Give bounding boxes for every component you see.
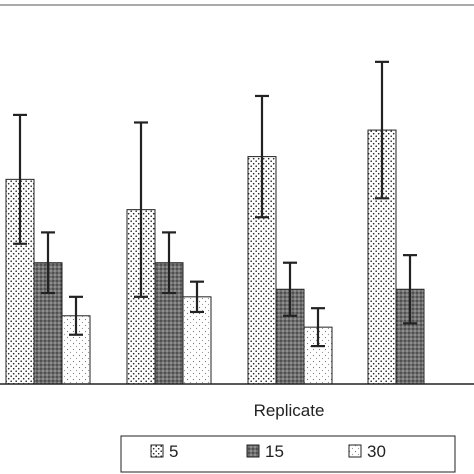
error-bar-series-5-group-1 — [13, 113, 27, 245]
error-bar-series-15-group-2 — [162, 231, 176, 295]
error-bar-series-30-group-3 — [311, 307, 325, 348]
error-bar-series-30-group-1 — [69, 295, 83, 336]
legend-swatch-15 — [246, 444, 260, 458]
error-bar-series-15-group-3 — [283, 261, 297, 317]
legend-label-30: 30 — [367, 442, 386, 461]
legend-label-5: 5 — [169, 442, 178, 461]
error-bar-series-15-group-1 — [41, 231, 55, 295]
error-bar-series-5-group-2 — [134, 121, 148, 298]
error-bar-series-30-group-2 — [190, 280, 204, 314]
legend-frame — [120, 435, 456, 473]
legend-label-15: 15 — [265, 442, 284, 461]
legend-swatch-30 — [348, 444, 362, 458]
legend: 5 15 30 — [120, 435, 456, 473]
x-axis-label: Replicate — [254, 401, 325, 420]
error-bar-series-5-group-3 — [255, 94, 269, 219]
error-bar-series-15-group-4 — [403, 254, 417, 325]
bars-layer — [5, 60, 425, 385]
error-bar-series-5-group-4 — [375, 60, 389, 200]
legend-swatch-5 — [150, 444, 164, 458]
